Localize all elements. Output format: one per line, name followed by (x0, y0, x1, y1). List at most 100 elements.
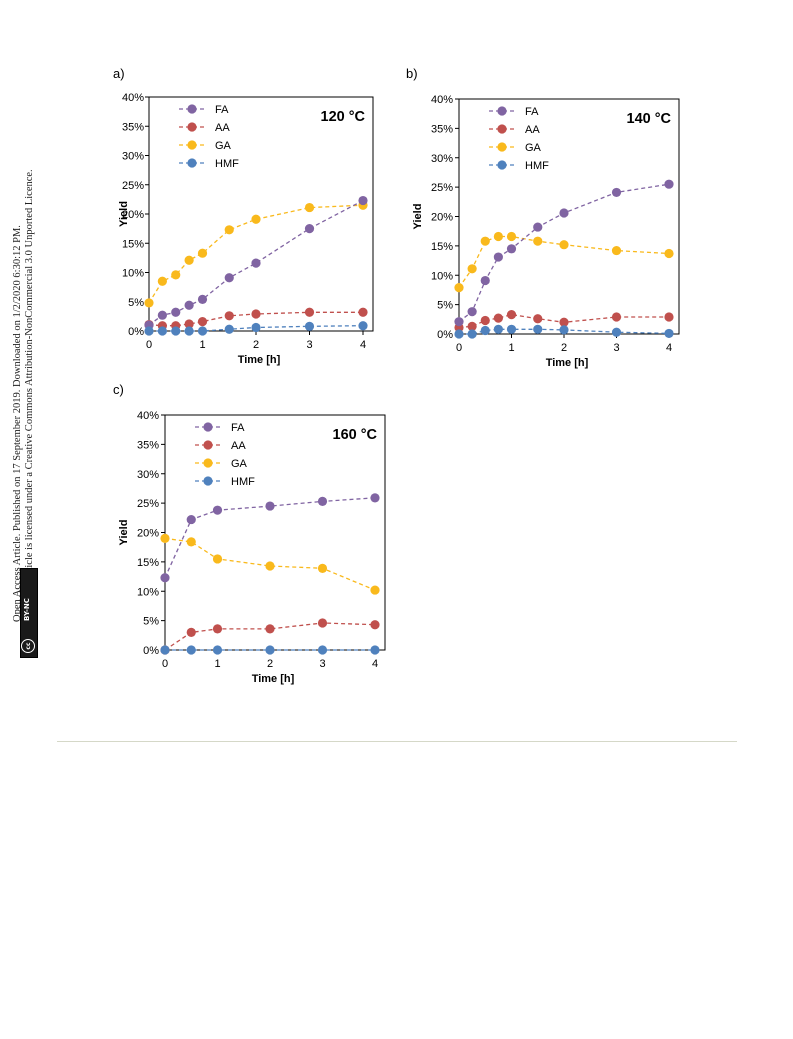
section-divider (57, 741, 737, 742)
data-point-ga (304, 202, 315, 213)
y-tick-label: 30% (122, 151, 144, 163)
data-point-ga (144, 298, 154, 308)
cc-by-nc-badge[interactable]: cc BY-NC (20, 568, 38, 658)
data-point-aa (370, 620, 380, 630)
series-line-aa (164, 622, 376, 651)
legend-marker-aa (203, 440, 213, 450)
data-point-fa (304, 224, 315, 234)
data-point-hmf (533, 324, 543, 334)
data-point-fa (454, 317, 464, 327)
x-tick-label: 3 (613, 342, 619, 354)
data-point-ga (197, 248, 208, 258)
x-tick-label: 2 (267, 658, 273, 670)
data-point-fa (467, 307, 477, 317)
data-point-aa (506, 310, 517, 320)
data-point-fa (493, 252, 503, 262)
data-point-aa (197, 317, 208, 327)
x-tick-label: 4 (372, 658, 378, 670)
x-tick-label: 3 (306, 339, 312, 351)
legend-label-hmf: HMF (231, 476, 255, 488)
data-point-hmf (480, 325, 490, 336)
y-tick-label: 5% (143, 616, 159, 628)
data-point-ga (184, 255, 194, 265)
data-point-fa (506, 244, 517, 254)
data-point-aa (186, 627, 196, 637)
data-point-hmf (197, 326, 208, 336)
data-point-aa (251, 309, 261, 319)
data-point-hmf (224, 324, 234, 334)
y-tick-label: 30% (137, 469, 159, 481)
data-point-fa (186, 514, 196, 525)
data-point-aa (304, 307, 315, 317)
legend-marker-hmf (187, 158, 197, 168)
data-point-ga (224, 225, 234, 235)
legend-marker-hmf (497, 160, 507, 170)
series-line-ga (148, 204, 364, 304)
legend-marker-fa (203, 422, 213, 432)
y-axis-title: Yield (412, 204, 424, 230)
y-tick-label: 25% (137, 498, 159, 510)
legend-label-fa: FA (525, 106, 539, 118)
legend-label-aa: AA (215, 122, 230, 134)
y-tick-label: 20% (137, 528, 159, 540)
legend-marker-ga (187, 140, 197, 150)
data-point-fa (160, 573, 170, 583)
y-axis-title: Yield (118, 520, 130, 546)
data-point-ga (171, 270, 181, 280)
data-point-fa (480, 275, 490, 286)
data-point-hmf (304, 321, 315, 331)
data-point-hmf (251, 322, 261, 333)
legend-label-ga: GA (231, 458, 248, 470)
data-point-ga (317, 563, 328, 573)
data-point-aa (493, 313, 503, 323)
data-point-ga (506, 231, 517, 242)
x-tick-label: 2 (561, 342, 567, 354)
data-point-ga (160, 533, 170, 543)
data-point-hmf (370, 645, 380, 655)
data-point-fa (197, 294, 208, 305)
legend-label-fa: FA (231, 422, 245, 434)
legend-label-fa: FA (215, 104, 229, 116)
y-tick-label: 5% (437, 300, 453, 312)
x-tick-label: 3 (319, 658, 325, 670)
y-tick-label: 10% (122, 268, 144, 280)
y-axis-title: Yield (118, 201, 130, 227)
data-point-fa (358, 195, 368, 206)
data-point-aa (559, 317, 569, 327)
data-point-aa (317, 618, 328, 628)
data-point-fa (212, 505, 223, 515)
x-tick-label: 0 (162, 658, 168, 670)
y-tick-label: 20% (431, 212, 453, 224)
temperature-label: 140 °C (627, 111, 672, 127)
data-point-hmf (184, 326, 194, 336)
temperature-label: 160 °C (333, 427, 378, 443)
legend-marker-aa (497, 124, 507, 134)
data-point-hmf (358, 321, 368, 331)
legend-marker-ga (203, 458, 213, 468)
data-point-aa (611, 312, 622, 322)
data-point-hmf (160, 645, 170, 655)
legend-label-aa: AA (525, 124, 540, 136)
legend-marker-ga (497, 142, 507, 152)
data-point-hmf (186, 645, 196, 655)
data-point-fa (265, 501, 275, 511)
data-point-ga (212, 554, 223, 564)
panel-label-a: a) (113, 66, 125, 81)
data-point-hmf (559, 325, 569, 335)
x-axis-title: Time [h] (252, 673, 295, 685)
series-line-aa (458, 313, 669, 329)
data-point-ga (480, 236, 490, 246)
legend-label-hmf: HMF (525, 160, 549, 172)
data-point-fa (251, 258, 261, 268)
data-point-fa (317, 496, 328, 506)
data-point-hmf (506, 324, 517, 334)
data-point-ga (265, 561, 275, 571)
data-point-hmf (664, 328, 674, 339)
data-point-ga (370, 585, 380, 595)
x-tick-label: 0 (456, 342, 462, 354)
data-point-aa (533, 314, 543, 324)
x-axis-title: Time [h] (546, 357, 589, 369)
data-point-fa (611, 187, 622, 198)
